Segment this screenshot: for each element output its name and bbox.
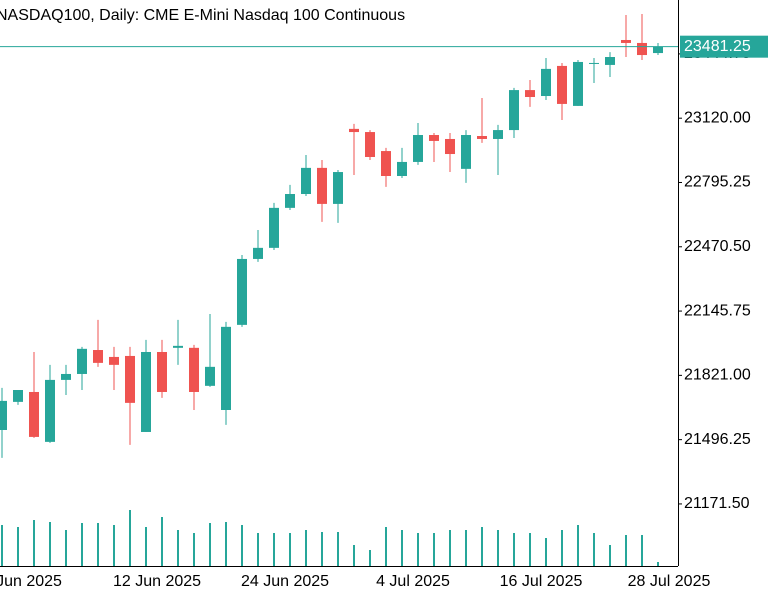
candle-body — [77, 348, 87, 374]
candle-body — [349, 128, 359, 133]
candle-body — [45, 379, 55, 442]
candle-body — [493, 130, 503, 139]
candle-body — [381, 151, 391, 176]
candle-body — [269, 207, 279, 248]
candle-body — [589, 62, 599, 64]
candle-body — [397, 161, 407, 176]
candle-body — [61, 373, 71, 380]
x-tick-label: 24 Jun 2025 — [241, 573, 329, 590]
candle-body — [573, 61, 583, 106]
candle-body — [333, 172, 343, 204]
candle-body — [445, 138, 455, 155]
candle-body — [157, 351, 167, 392]
candle-body — [285, 194, 295, 208]
y-tick-label: 22795.25 — [684, 174, 751, 191]
candle-body — [189, 347, 199, 392]
candle-body — [365, 132, 375, 157]
candle-body — [141, 351, 151, 432]
candle-body — [621, 39, 631, 43]
candle-body — [509, 90, 519, 131]
candle-body — [93, 350, 103, 363]
candle-body — [205, 366, 215, 386]
candle-body — [557, 65, 567, 104]
x-tick-label: 16 Jul 2025 — [500, 573, 583, 590]
candle-body — [461, 135, 471, 169]
candle-body — [477, 136, 487, 139]
candle-body — [0, 400, 7, 430]
last-price-label: 23481.25 — [684, 38, 751, 55]
candle-body — [525, 90, 535, 98]
candle-body — [317, 167, 327, 204]
y-tick-label: 22470.50 — [684, 238, 751, 255]
x-tick-label: 28 Jul 2025 — [628, 573, 711, 590]
candle-body — [13, 390, 23, 402]
candle-body — [125, 355, 135, 403]
y-tick-label: 21496.25 — [684, 431, 751, 448]
x-tick-label: Jun 2025 — [0, 573, 62, 590]
candle-body — [301, 167, 311, 195]
candle-body — [605, 57, 615, 65]
candle-body — [221, 326, 231, 410]
candle-body — [109, 356, 119, 365]
candle-body — [237, 258, 247, 325]
candle-body — [653, 46, 663, 54]
candle-body — [541, 68, 551, 97]
candle-body — [429, 135, 439, 141]
last-price-box — [680, 35, 768, 58]
y-tick-label: 21171.50 — [684, 495, 750, 512]
candle-body — [637, 42, 647, 56]
y-tick-label: 23120.00 — [684, 109, 751, 126]
candle-body — [173, 345, 183, 348]
candle-body — [413, 135, 423, 162]
candle-body — [253, 247, 263, 259]
y-tick-label: 22145.75 — [684, 302, 751, 319]
y-tick-label: 21821.00 — [684, 367, 751, 384]
x-tick-label: 12 Jun 2025 — [113, 573, 201, 590]
x-tick-label: 4 Jul 2025 — [376, 573, 450, 590]
chart-title: NASDAQ100, Daily: CME E-Mini Nasdaq 100 … — [0, 7, 405, 24]
candle-body — [29, 391, 39, 437]
